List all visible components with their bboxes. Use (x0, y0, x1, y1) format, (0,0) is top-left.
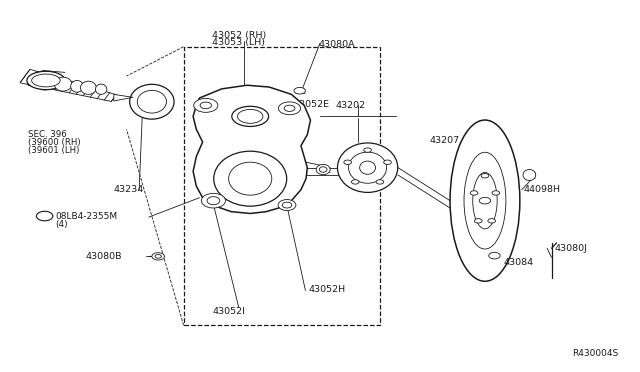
Ellipse shape (194, 99, 218, 112)
Ellipse shape (364, 148, 371, 152)
Ellipse shape (360, 161, 376, 174)
Ellipse shape (464, 152, 506, 249)
Ellipse shape (489, 252, 500, 259)
Text: 44098H: 44098H (523, 185, 560, 194)
Ellipse shape (351, 180, 359, 184)
Text: (39601 (LH): (39601 (LH) (28, 146, 79, 155)
Ellipse shape (488, 219, 495, 223)
Ellipse shape (214, 151, 287, 206)
Ellipse shape (200, 102, 211, 109)
Ellipse shape (376, 180, 384, 184)
Ellipse shape (278, 102, 301, 115)
Ellipse shape (349, 152, 387, 183)
Ellipse shape (95, 84, 107, 94)
Ellipse shape (207, 197, 220, 205)
Ellipse shape (137, 90, 166, 113)
Polygon shape (193, 85, 310, 214)
Ellipse shape (31, 74, 60, 87)
Text: 43080A: 43080A (319, 41, 355, 49)
Text: 43084: 43084 (504, 258, 534, 267)
Ellipse shape (284, 105, 295, 112)
Text: (39600 (RH): (39600 (RH) (28, 138, 81, 147)
Text: 43080B: 43080B (85, 252, 122, 261)
Text: SEC. 396: SEC. 396 (28, 130, 67, 139)
Ellipse shape (152, 253, 164, 260)
Ellipse shape (523, 170, 536, 180)
Text: 43052E: 43052E (293, 100, 330, 109)
Text: 43202: 43202 (336, 101, 366, 110)
Ellipse shape (282, 202, 292, 208)
Ellipse shape (81, 81, 97, 94)
Ellipse shape (479, 198, 491, 204)
Ellipse shape (232, 106, 269, 126)
Ellipse shape (294, 87, 305, 94)
Ellipse shape (237, 109, 263, 124)
Text: R430004S: R430004S (572, 349, 618, 358)
Ellipse shape (155, 254, 161, 258)
Ellipse shape (473, 173, 497, 229)
Polygon shape (20, 69, 116, 102)
Text: 08LB4-2355M: 08LB4-2355M (56, 212, 118, 221)
Ellipse shape (319, 167, 327, 172)
Ellipse shape (130, 84, 174, 119)
Ellipse shape (70, 80, 83, 92)
Ellipse shape (344, 160, 351, 164)
Ellipse shape (481, 174, 489, 178)
Text: 43052H: 43052H (308, 285, 346, 294)
Ellipse shape (278, 199, 296, 211)
Text: 43080J: 43080J (555, 244, 588, 253)
Ellipse shape (27, 71, 65, 90)
Ellipse shape (202, 193, 225, 208)
Ellipse shape (316, 164, 330, 174)
Polygon shape (114, 94, 133, 101)
Text: 43052I: 43052I (212, 307, 245, 316)
Text: 43207: 43207 (429, 137, 460, 145)
Ellipse shape (384, 160, 391, 164)
Text: B: B (42, 212, 47, 221)
Ellipse shape (492, 191, 500, 195)
Text: 43222: 43222 (253, 154, 283, 163)
Bar (184, 47, 380, 325)
Ellipse shape (470, 191, 478, 195)
Ellipse shape (54, 77, 72, 91)
Text: 43053 (LH): 43053 (LH) (212, 38, 265, 47)
Ellipse shape (337, 143, 397, 192)
Ellipse shape (474, 219, 482, 223)
Text: 43234: 43234 (114, 185, 144, 194)
Ellipse shape (450, 120, 520, 281)
Text: 43052 (RH): 43052 (RH) (212, 31, 266, 39)
Text: (4): (4) (56, 219, 68, 229)
Ellipse shape (228, 162, 272, 195)
Circle shape (36, 211, 53, 221)
